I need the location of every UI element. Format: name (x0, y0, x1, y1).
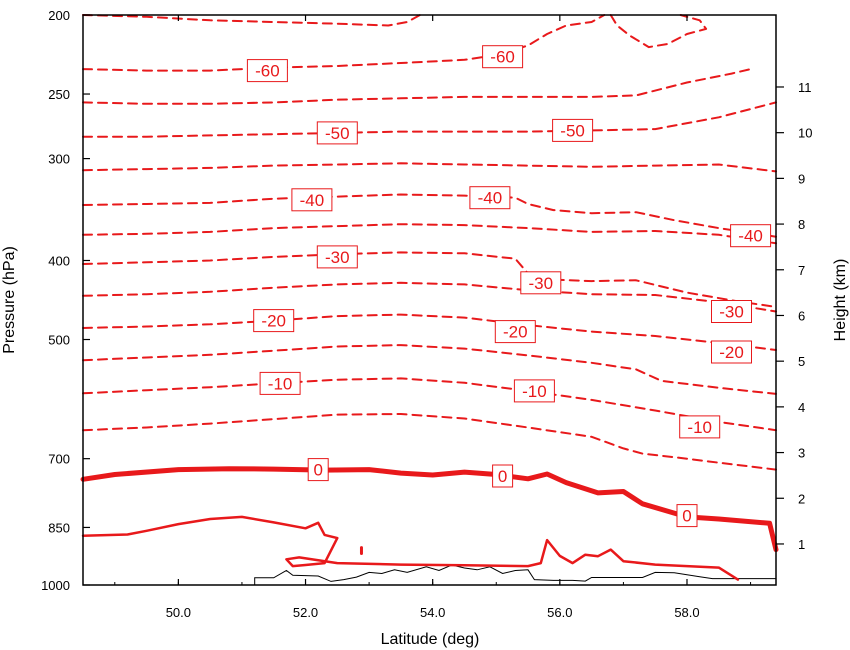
svg-text:-40: -40 (300, 191, 325, 210)
contour-label: -50 (552, 118, 594, 142)
contour-line-m50 (82, 101, 777, 138)
right-axis-title: Height (km) (832, 259, 849, 342)
right-tick-label: 10 (798, 126, 812, 141)
contour-label: -40 (730, 224, 772, 248)
right-tick-label: 8 (798, 217, 805, 232)
svg-text:0: 0 (313, 461, 322, 480)
contour-label: -20 (711, 340, 752, 364)
contour-line-m15 (82, 344, 777, 395)
svg-text:-30: -30 (719, 303, 744, 322)
x-tick-label: 50.0 (166, 605, 191, 620)
contour-label: -50 (316, 121, 358, 145)
svg-text:-50: -50 (560, 121, 585, 140)
contour-line-m30 (82, 251, 777, 308)
x-tick-label: 54.0 (420, 605, 445, 620)
contour-line-m60 (82, 14, 606, 72)
x-tick-label: 58.0 (674, 605, 699, 620)
plot-frame (82, 14, 777, 586)
contour-label: -20 (253, 309, 295, 333)
contour-line-0 (80, 466, 779, 553)
svg-text:-10: -10 (687, 418, 712, 437)
contour-label: -10 (259, 371, 301, 395)
x-axis-title: Latitude (deg) (381, 631, 480, 648)
svg-text:-40: -40 (478, 189, 503, 208)
contour-line-m55 (82, 68, 752, 105)
svg-text:-10: -10 (268, 374, 293, 393)
contour-label: 0 (307, 458, 329, 482)
svg-text:-20: -20 (503, 323, 528, 342)
contour-label: -10 (513, 379, 555, 403)
right-tick-label: 6 (798, 308, 805, 323)
left-tick-label: 1000 (41, 578, 70, 593)
right-tick-label: 1 (798, 537, 805, 552)
contour-label-layer: -60 -60 -50 -50 -40 -40 -40 -30 -30 -30 -20 -20 -20 -… (246, 45, 772, 528)
contour-line-m55 (82, 14, 421, 27)
contour-label: -30 (711, 300, 752, 323)
left-tick-label: 300 (48, 152, 70, 167)
left-axis-title: Pressure (hPa) (1, 246, 18, 354)
contour-layer (80, 14, 779, 581)
svg-text:0: 0 (682, 507, 691, 526)
contour-label: -60 (482, 45, 524, 69)
right-tick-label: 7 (798, 263, 805, 278)
svg-text:-40: -40 (738, 227, 763, 246)
terrain-layer (254, 564, 777, 585)
svg-text:0: 0 (498, 467, 507, 486)
right-tick-label: 9 (798, 171, 805, 186)
contour-label: -40 (291, 188, 333, 212)
svg-text:-60: -60 (490, 48, 515, 67)
contour-line-m35 (82, 223, 777, 245)
contour-label: -60 (246, 59, 288, 83)
svg-text:-20: -20 (261, 312, 286, 331)
contour-line-m45 (82, 162, 777, 173)
contour-line-m10 (82, 377, 777, 432)
svg-text:-60: -60 (255, 62, 280, 81)
contour-label: -40 (469, 186, 511, 210)
contour-label: -30 (520, 271, 562, 295)
right-tick-label: 11 (798, 80, 812, 95)
right-tick-label: 3 (798, 446, 805, 461)
left-tick-label: 400 (48, 253, 70, 268)
left-tick-label: 850 (48, 520, 70, 535)
svg-text:-30: -30 (325, 248, 350, 267)
contour-line-5 (81, 515, 740, 581)
right-axis: 1 2 3 4 5 6 7 8 9 10 11 (776, 80, 812, 552)
contour-label: -10 (679, 415, 721, 439)
terrain-line (254, 564, 777, 585)
contour-label: 0 (492, 464, 514, 488)
left-axis: 1000 850 700 500 400 300 250 200 (41, 8, 90, 593)
svg-text:-10: -10 (522, 382, 547, 401)
contour-line-m5 (82, 413, 777, 471)
contour-label: -20 (494, 320, 536, 344)
contour-line-m20 (82, 313, 777, 351)
svg-text:-20: -20 (719, 343, 744, 362)
left-tick-label: 250 (48, 87, 70, 102)
x-tick-label: 52.0 (293, 605, 318, 620)
right-tick-label: 4 (798, 400, 805, 415)
right-tick-label: 5 (798, 354, 805, 369)
x-tick-label: 56.0 (547, 605, 572, 620)
contour-line-m60 (609, 14, 708, 49)
left-tick-label: 500 (48, 333, 70, 348)
contour-line-m40 (82, 193, 777, 238)
left-tick-label: 700 (48, 452, 70, 467)
svg-text:-30: -30 (529, 274, 554, 293)
x-axis: 50.0 52.0 54.0 56.0 58.0 (114, 15, 752, 620)
contour-label: 0 (676, 504, 698, 528)
contour-line-m25 (82, 281, 777, 313)
left-tick-label: 200 (48, 8, 70, 23)
svg-text:-50: -50 (325, 124, 350, 143)
right-tick-label: 2 (798, 491, 805, 506)
contour-label: -30 (316, 245, 358, 269)
